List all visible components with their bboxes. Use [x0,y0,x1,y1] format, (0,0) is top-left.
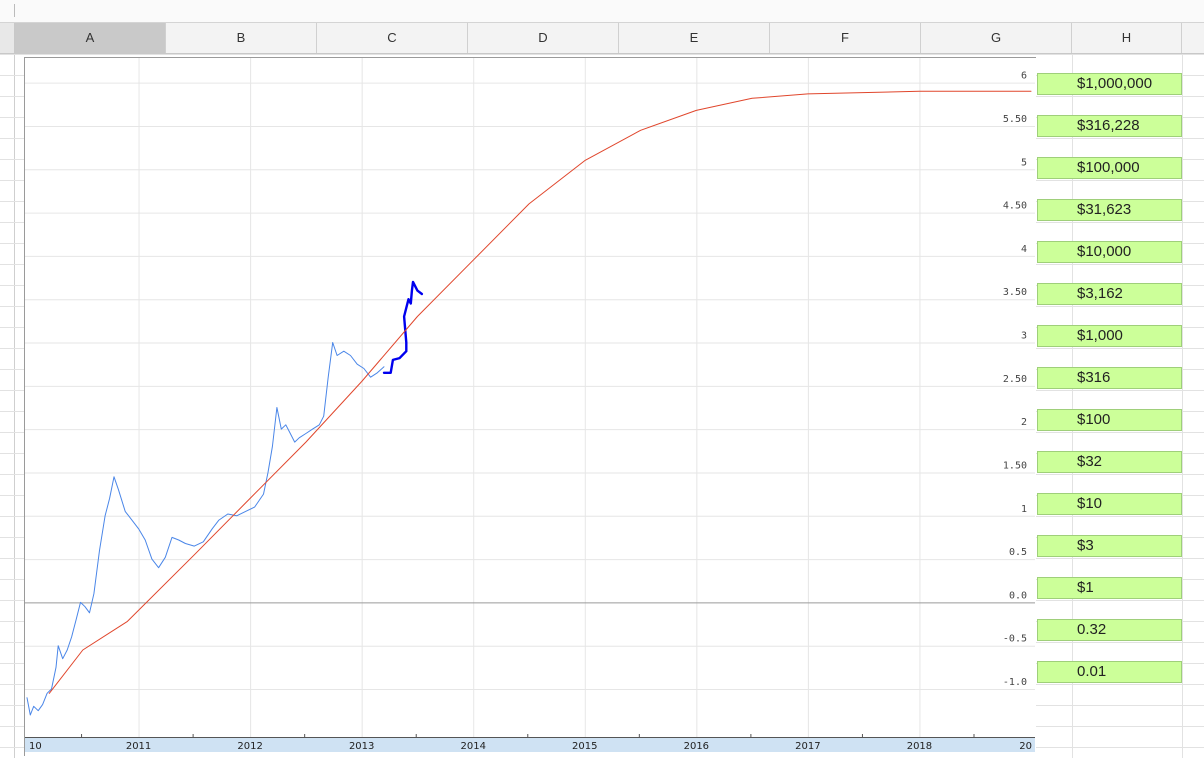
x-tick-label: 2017 [795,741,820,752]
price-level-cell[interactable]: $1 [1037,577,1182,599]
series-line-1 [382,280,424,374]
y-tick-label: -1.0 [1003,677,1027,688]
y-tick-label: 6 [1021,71,1027,82]
x-tick-label: 2016 [684,741,709,752]
y-tick-label: 2.50 [1003,374,1027,385]
x-axis-band [25,738,1035,752]
column-header-f[interactable]: F [770,23,921,53]
x-tick-label: 2015 [572,741,597,752]
price-level-cell[interactable]: $32 [1037,451,1182,473]
column-header-g[interactable]: G [921,23,1072,53]
x-tick-label: 2011 [126,741,151,752]
column-header-d[interactable]: D [468,23,619,53]
y-tick-label: 0.5 [1009,547,1027,558]
y-tick-label: 5.50 [1003,114,1027,125]
x-tick-label: 2018 [907,741,932,752]
x-tick-label: 2012 [237,741,262,752]
column-header-c[interactable]: C [317,23,468,53]
y-tick-label: 3.50 [1003,287,1027,298]
price-level-cell[interactable]: $1,000 [1037,325,1182,347]
formula-caret [14,4,15,17]
price-level-cell[interactable]: $100 [1037,409,1182,431]
column-header-b[interactable]: B [166,23,317,53]
y-tick-label: 1.50 [1003,460,1027,471]
price-level-cell[interactable]: $3,162 [1037,283,1182,305]
y-tick-label: 4 [1021,244,1027,255]
x-tick-label: 2013 [349,741,374,752]
formula-bar[interactable] [0,0,1204,23]
series-line-2 [48,90,1032,694]
chart-container[interactable]: 6 5.50 5 4.50 4 3.50 3 2.50 2 1.50 1 0.5 0.0 -0.5 -1.0… [24,57,1036,756]
select-all-corner[interactable] [0,23,15,53]
x-tick-label: 20 [1019,741,1032,752]
price-level-cell[interactable]: $316 [1037,367,1182,389]
series-line-0 [26,342,385,716]
price-level-cell[interactable]: $100,000 [1037,157,1182,179]
y-tick-label: -0.5 [1003,634,1027,645]
y-tick-label: 5 [1021,157,1027,168]
column-header-e[interactable]: E [619,23,770,53]
price-level-cell[interactable]: $3 [1037,535,1182,557]
x-tick-label: 10 [29,741,42,752]
y-tick-label: 0.0 [1009,590,1027,601]
price-level-cell[interactable]: $31,623 [1037,199,1182,221]
x-tick-label: 2014 [460,741,485,752]
column-header-h[interactable]: H [1072,23,1182,53]
y-tick-label: 1 [1021,504,1027,515]
row-header-strip[interactable] [0,54,15,758]
price-level-cell[interactable]: $1,000,000 [1037,73,1182,95]
y-tick-label: 3 [1021,331,1027,342]
y-tick-label: 4.50 [1003,201,1027,212]
price-level-cell[interactable]: 0.32 [1037,619,1182,641]
price-level-cell[interactable]: $10 [1037,493,1182,515]
price-level-cell[interactable]: $10,000 [1037,241,1182,263]
column-header-a[interactable]: A [15,23,166,53]
price-level-cell[interactable]: 0.01 [1037,661,1182,683]
y-tick-label: 2 [1021,417,1027,428]
log-price-chart[interactable]: 6 5.50 5 4.50 4 3.50 3 2.50 2 1.50 1 0.5 0.0 -0.5 -1.0… [25,58,1035,755]
price-level-cell[interactable]: $316,228 [1037,115,1182,137]
